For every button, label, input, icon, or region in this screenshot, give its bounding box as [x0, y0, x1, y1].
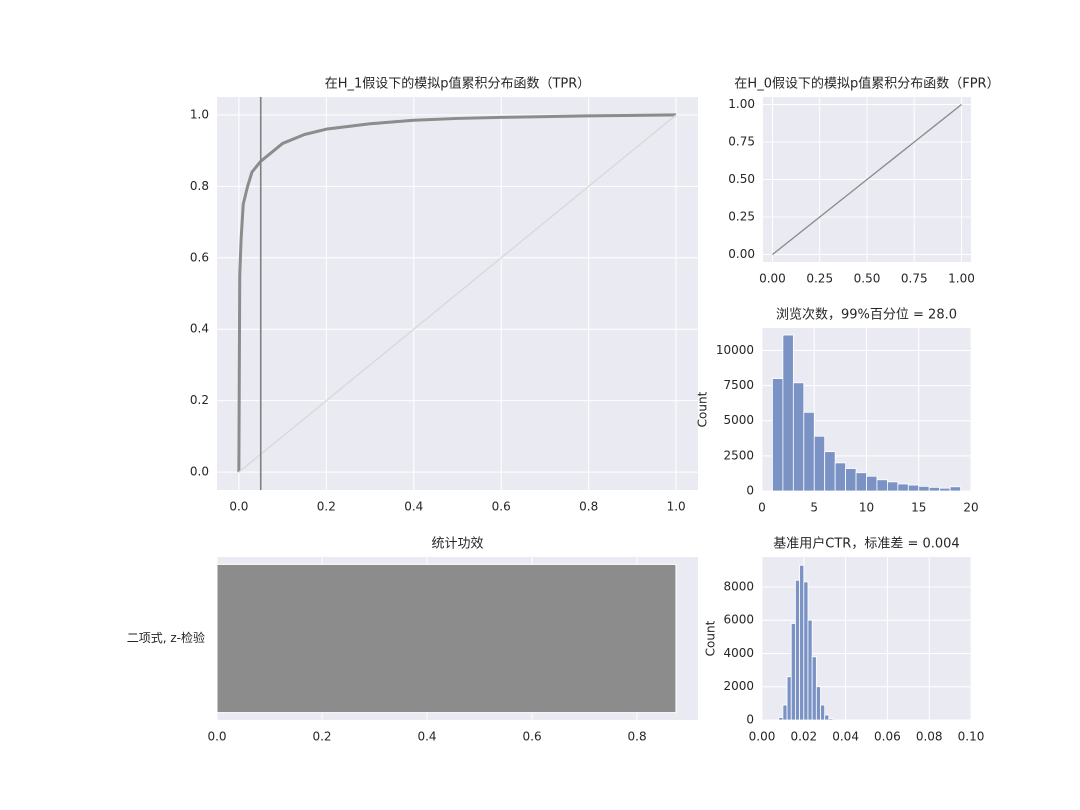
hist-bar	[939, 487, 951, 492]
y-tick-label: 5000	[723, 413, 754, 427]
chart-title: 基准用户CTR，标准差 = 0.004	[773, 536, 959, 552]
hist-bar	[824, 451, 836, 492]
hist-bar	[828, 718, 834, 721]
hist-bar	[811, 656, 817, 721]
x-tick-label: 0.25	[806, 272, 833, 286]
line	[237, 113, 677, 473]
x-tick-label: 20	[963, 501, 978, 515]
y-axis-label: Count	[704, 620, 718, 656]
hist-bar	[782, 334, 794, 492]
x-tick-label: 0.10	[958, 730, 985, 744]
y-tick-label: 0.8	[190, 179, 209, 193]
y-tick-label: 0.2	[190, 393, 209, 407]
hist-bar	[897, 483, 909, 492]
x-tick-label: 0.50	[854, 272, 881, 286]
y-tick-label: 2000	[723, 679, 754, 693]
y-axis-label: Count	[696, 391, 710, 427]
x-tick-label: 0	[758, 501, 766, 515]
y-tick-label: 0	[746, 484, 754, 498]
hist-bar	[803, 411, 815, 492]
hist-bar	[772, 378, 784, 492]
hist-bar	[928, 486, 941, 492]
hist-bar	[845, 468, 857, 492]
x-tick-label: 0.06	[874, 730, 901, 744]
x-tick-label: 0.2	[312, 730, 331, 744]
y-tick-label: 0.75	[728, 135, 755, 149]
x-tick-label: 0.6	[523, 730, 542, 744]
y-tick-label: 7500	[723, 378, 754, 392]
y-tick-label: 4000	[723, 646, 754, 660]
x-tick-label: 0.8	[628, 730, 647, 744]
y-tick-label: 6000	[723, 613, 754, 627]
y-tick-label: 二项式, z-检验	[127, 630, 205, 645]
x-tick-label: 0.4	[404, 500, 423, 514]
hist-bar	[824, 714, 830, 721]
y-tick-label: 1.0	[190, 107, 209, 121]
hist-bar	[782, 704, 788, 721]
x-tick-label: 0.04	[832, 730, 859, 744]
chart-title: 浏览次数，99%百分位 = 28.0	[776, 307, 957, 323]
y-tick-label: 0	[746, 713, 754, 727]
hist-bar	[949, 486, 961, 492]
x-tick-label: 0.02	[790, 730, 817, 744]
hist-bar	[918, 485, 930, 492]
x-tick-label: 0.4	[417, 730, 436, 744]
x-tick-label: 0.6	[492, 500, 511, 514]
bar	[216, 563, 677, 714]
y-tick-label: 0.50	[728, 172, 755, 186]
hist-bar	[907, 484, 920, 492]
x-tick-label: 0.0	[207, 730, 226, 744]
line	[772, 103, 962, 256]
x-tick-label: 1.0	[667, 500, 686, 514]
hist-bar	[795, 579, 801, 721]
x-tick-label: 5	[810, 501, 818, 515]
chart-title: 在H_1假设下的模拟p值累积分布函数（TPR）	[325, 76, 591, 92]
x-tick-label: 0.00	[759, 272, 786, 286]
hist-bar	[778, 717, 784, 721]
y-tick-label: 0.6	[190, 250, 209, 264]
x-tick-label: 0.75	[901, 272, 928, 286]
line	[238, 114, 677, 473]
x-tick-label: 0.00	[749, 730, 776, 744]
y-tick-label: 8000	[723, 579, 754, 593]
y-tick-label: 1.00	[728, 97, 755, 111]
y-tick-label: 0.0	[190, 465, 209, 479]
x-tick-label: 10	[859, 501, 874, 515]
chart-title: 统计功效	[431, 537, 483, 552]
hist-bar	[786, 676, 792, 721]
hist-bar	[834, 462, 847, 492]
y-tick-label: 2500	[723, 448, 754, 462]
y-tick-label: 0.25	[728, 210, 755, 224]
hist-bar	[876, 479, 888, 492]
hist-bar	[815, 686, 821, 721]
hist-bar	[803, 581, 809, 721]
x-tick-label: 15	[911, 501, 926, 515]
x-tick-label: 0.08	[916, 730, 943, 744]
hist-bar	[790, 623, 796, 721]
hist-bar	[866, 475, 878, 492]
hist-bar	[813, 435, 826, 492]
hist-bar	[820, 704, 826, 721]
chart-title: 在H_0假设下的模拟p值累积分布函数（FPR）	[734, 76, 999, 92]
x-tick-label: 0.0	[229, 500, 248, 514]
hist-bar	[887, 481, 899, 492]
hist-bar	[855, 472, 867, 492]
y-tick-label: 0.4	[190, 322, 209, 336]
x-tick-label: 0.2	[317, 500, 336, 514]
y-tick-label: 0.00	[728, 247, 755, 261]
hist-bar	[807, 619, 813, 721]
hist-bar	[792, 382, 805, 492]
y-tick-label: 10000	[716, 343, 754, 357]
hist-bar	[799, 564, 805, 721]
x-tick-label: 1.00	[948, 272, 975, 286]
x-tick-label: 0.8	[579, 500, 598, 514]
